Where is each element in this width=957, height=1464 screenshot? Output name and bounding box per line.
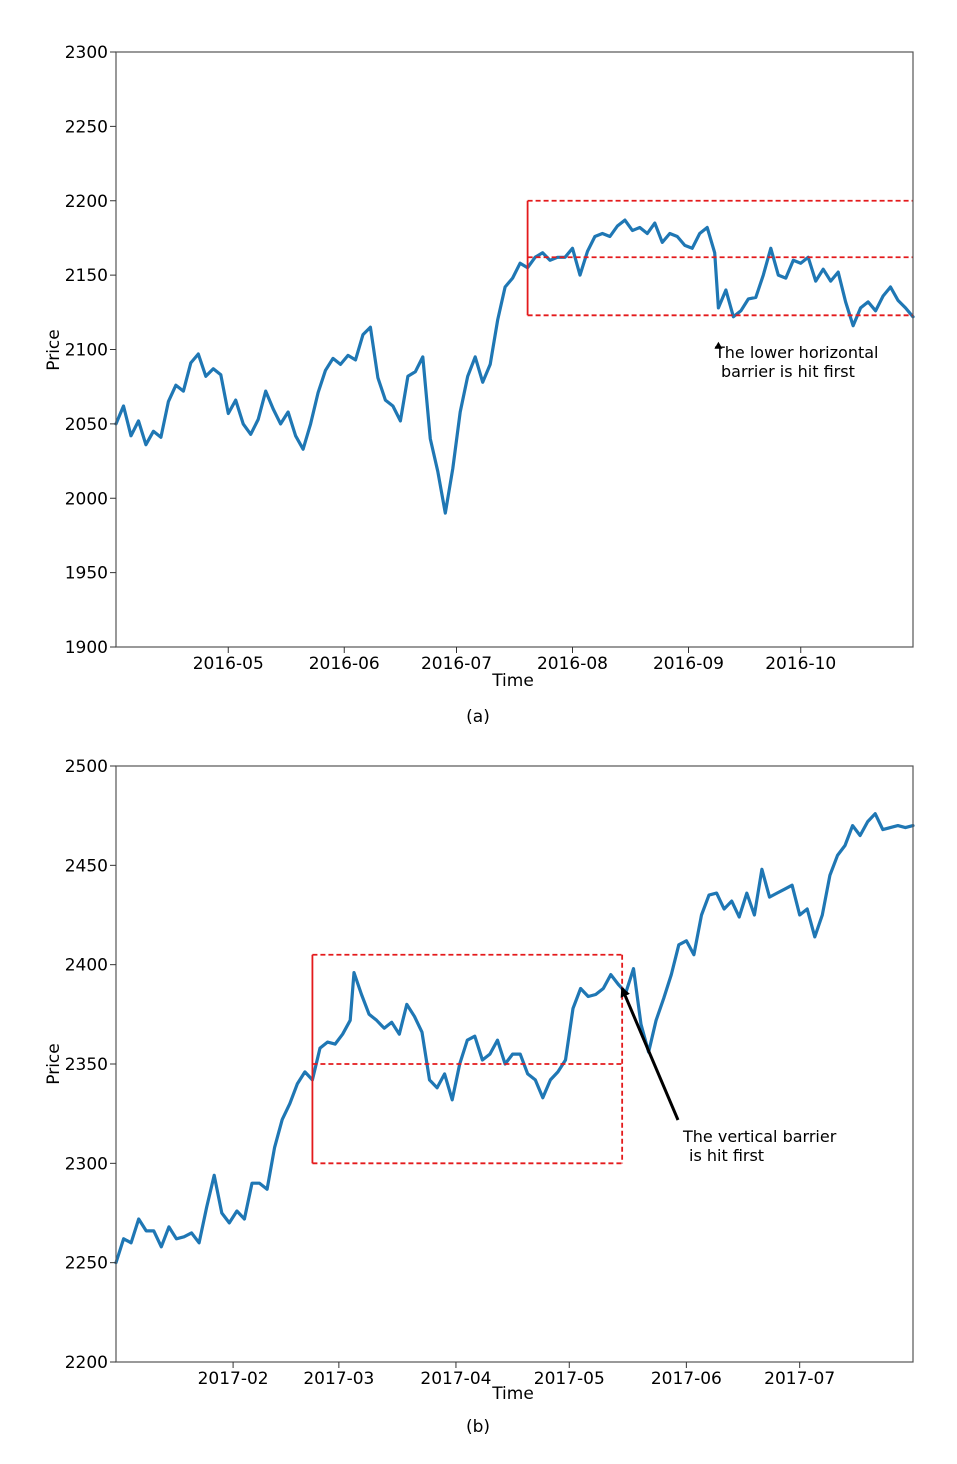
y-tick-label-a-3: 2050 — [65, 415, 108, 435]
y-tick-label-b-4: 2400 — [65, 956, 108, 976]
y-tick-label-b-5: 2450 — [65, 856, 108, 876]
y-tick-label-a-2: 2000 — [65, 489, 108, 509]
y-tick-label-a-5: 2150 — [65, 266, 108, 286]
x-tick-label-b-3: 2017-05 — [534, 1369, 605, 1389]
y-tick-label-b-6: 2500 — [65, 757, 108, 777]
annotation-text-a-1: barrier is hit first — [721, 362, 855, 381]
y-tick-label-b-3: 2350 — [65, 1055, 108, 1075]
plot-area-b: 2200 2250 2300 2350 2400 2450 2500 2017-02 2017-… — [65, 757, 915, 1389]
y-tick-label-b-2: 2300 — [65, 1154, 108, 1174]
panel-label-b: (b) — [466, 1417, 490, 1437]
annotation-arrow-a — [714, 341, 723, 349]
x-axis-label-a: Time — [491, 671, 534, 691]
x-tick-label-a-4: 2016-09 — [653, 654, 724, 674]
annotation-text-a-0: The lower horizontal — [714, 343, 878, 362]
y-tick-label-a-4: 2100 — [65, 341, 108, 361]
y-tick-label-a-8: 2300 — [65, 43, 108, 63]
x-tick-label-a-3: 2016-08 — [537, 654, 608, 674]
annotation-text-b-0: The vertical barrier — [682, 1127, 837, 1146]
x-tick-label-a-2: 2016-07 — [421, 654, 492, 674]
y-axis-label-b: Price — [44, 1043, 64, 1084]
y-tick-label-b-1: 2250 — [65, 1254, 108, 1274]
panel-label-a: (a) — [466, 707, 490, 727]
x-tick-label-b-4: 2017-06 — [651, 1369, 722, 1389]
x-tick-label-a-0: 2016-05 — [193, 654, 264, 674]
x-tick-label-b-2: 2017-04 — [420, 1369, 491, 1389]
x-tick-label-b-5: 2017-07 — [764, 1369, 835, 1389]
plot-area-a: 1900 1950 2000 2050 2100 2150 2200 2250 2300 2016… — [65, 43, 915, 674]
y-tick-label-a-6: 2200 — [65, 192, 108, 212]
price-series-line-b-0 — [114, 812, 915, 1265]
annotation-arrow-b — [620, 986, 680, 1121]
x-tick-label-b-1: 2017-03 — [303, 1369, 374, 1389]
x-tick-label-a-1: 2016-06 — [309, 654, 380, 674]
price-series-line-a-0 — [114, 218, 915, 515]
y-tick-label-a-0: 1900 — [65, 638, 108, 658]
y-tick-label-a-1: 1950 — [65, 564, 108, 584]
x-tick-label-a-5: 2016-10 — [765, 654, 836, 674]
y-axis-label-a: Price — [44, 329, 64, 370]
chart-panel-a: 1900 1950 2000 2050 2100 2150 2200 2250 2300 2016… — [44, 43, 915, 727]
x-tick-label-b-0: 2017-02 — [198, 1369, 269, 1389]
chart-panel-b: 2200 2250 2300 2350 2400 2450 2500 2017-02 2017-… — [44, 757, 915, 1437]
annotation-text-b-1: is hit first — [689, 1146, 764, 1165]
y-tick-label-a-7: 2250 — [65, 117, 108, 137]
x-axis-label-b: Time — [491, 1384, 534, 1404]
y-tick-label-b-0: 2200 — [65, 1353, 108, 1373]
